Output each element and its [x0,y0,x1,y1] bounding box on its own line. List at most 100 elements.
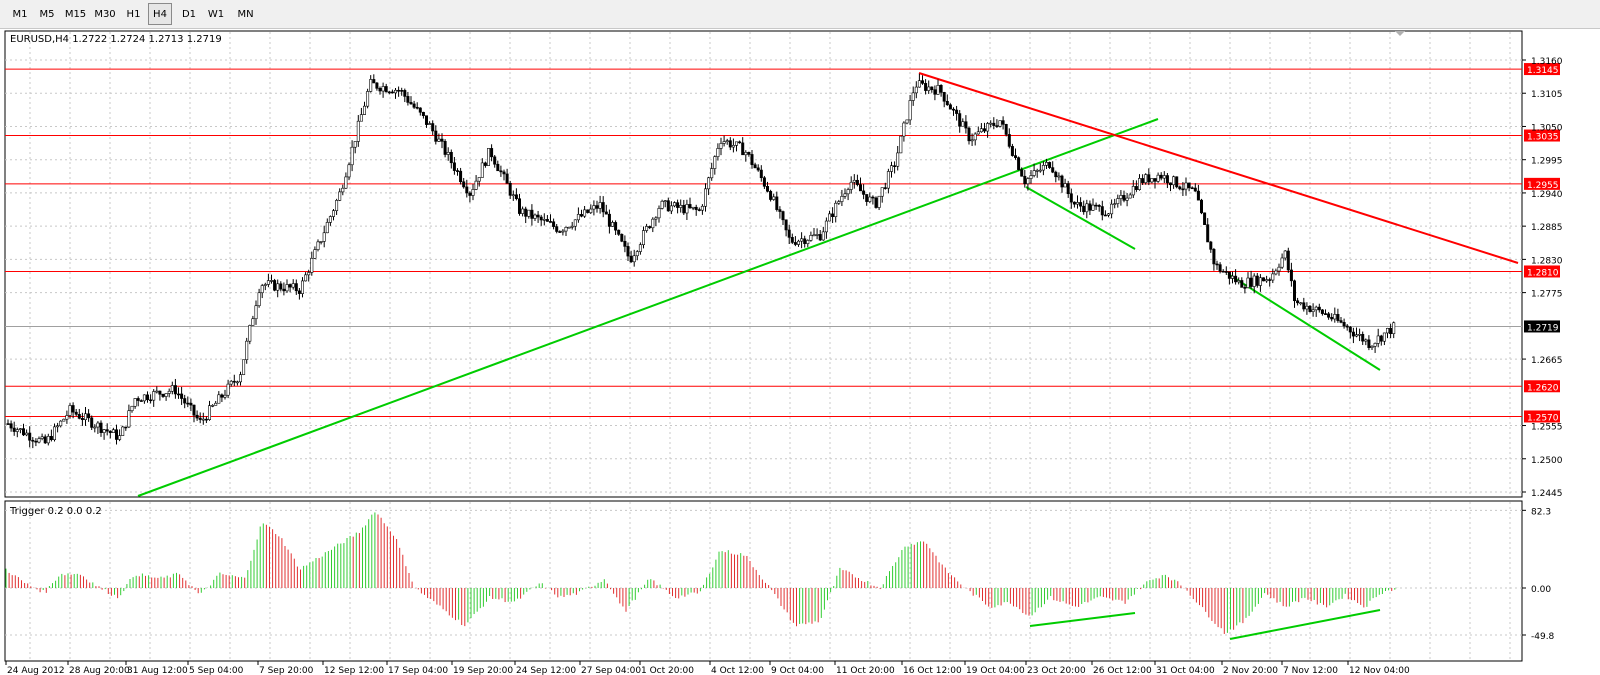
level-price-label: 1.2955 [1527,181,1559,191]
timeframe-button-m15[interactable]: M15 [64,9,87,20]
candle-body [1079,202,1083,207]
time-tick-label: 5 Sep 04:00 [189,666,244,675]
candle-body [542,219,546,221]
candle-body [1060,175,1064,188]
candle-body [90,417,94,428]
timeframe-button-mn[interactable]: MN [237,9,254,20]
candle-body [958,113,962,127]
candle-body [1091,204,1095,211]
candle-body [530,209,534,219]
candle-body [570,225,574,228]
candle-body [1348,326,1352,333]
horizontal-levels[interactable]: 1.3145 1.3035 1.2955 1.2810 1.2620 1.2570 1.27… [5,63,1560,423]
candle-body [1243,287,1247,289]
candle-body [1094,204,1098,207]
candle-body [849,181,853,190]
candle-body [927,86,931,91]
candle-body [1231,275,1235,279]
chart-canvas[interactable]: 1.3145 1.3035 1.2955 1.2810 1.2620 1.2570 1.27… [0,29,1600,675]
trend-line[interactable] [1025,186,1136,250]
candle-body [837,201,841,204]
candle-body [56,425,60,428]
level-price-label: 1.2570 [1527,413,1559,423]
candle-body [998,120,1002,127]
candle-body [818,234,822,241]
candle-body [155,390,159,393]
candle-body [322,232,326,242]
candle-body [533,214,537,219]
chart-window[interactable]: 1.3145 1.3035 1.2955 1.2810 1.2620 1.2570 1.27… [0,29,1600,675]
trend-line[interactable] [137,118,1159,497]
candle-body [431,123,435,132]
candle-body [18,428,22,430]
grid-lines [5,32,1522,660]
candle-body [685,204,689,214]
candle-body [1076,202,1080,205]
candle-body [951,108,955,111]
timeframe-button-m5[interactable]: M5 [39,9,55,20]
candle-body [1020,169,1024,177]
time-tick-label: 4 Oct 12:00 [711,666,764,675]
candle-body [614,222,618,231]
candle-body [415,106,419,109]
trend-line[interactable] [918,72,1519,264]
trend-lines[interactable] [137,72,1519,497]
candle-body [1361,333,1365,342]
candle-body [939,85,943,93]
candle-body [759,169,763,179]
candle-body [1262,277,1266,282]
candle-body [679,204,683,208]
candle-body [713,156,717,169]
candle-body [747,152,751,155]
candle-body [936,85,940,95]
level-price-badge [1524,380,1560,393]
candle-body [1190,187,1194,190]
price-tick-label: 1.2775 [1531,290,1563,300]
candle-body [1141,178,1145,183]
candle-body [239,374,243,383]
trend-line[interactable] [1227,273,1381,371]
candle-body [434,130,438,142]
candle-body [1138,178,1142,190]
candle-body [1333,314,1337,320]
candle-body [468,192,472,196]
chart-shift-marker-icon[interactable] [1395,31,1405,36]
candle-body [1271,273,1275,281]
candle-body [669,205,673,212]
candle-body [446,151,450,155]
candle-body [1389,328,1393,334]
candle-body [1327,313,1331,318]
time-tick-label: 1 Oct 20:00 [641,666,694,675]
candle-body [118,435,122,440]
indicator-trend-line[interactable] [1029,612,1136,627]
candle-body [511,194,515,197]
indicator-trend-line[interactable] [1229,609,1381,640]
candle-body [474,180,478,190]
timeframe-button-m1[interactable]: M1 [12,9,28,20]
level-price-badge [1524,63,1560,76]
candle-body [167,390,171,394]
candle-body [744,152,748,156]
timeframe-button-d1[interactable]: D1 [181,9,197,20]
candle-body [961,121,965,127]
candle-body [517,198,521,214]
candle-body [65,415,69,420]
indicator-trend-lines[interactable] [1029,609,1381,640]
timeframe-button-m30[interactable]: M30 [94,9,116,20]
candle-body [536,214,540,218]
candle-body [74,411,78,415]
candle-body [1373,343,1377,347]
candle-body [874,197,878,208]
candle-body [1265,279,1269,282]
candle-body [335,200,339,212]
candle-body [1097,205,1101,207]
timeframe-button-h4[interactable]: H4 [148,3,172,25]
timeframe-button-w1[interactable]: W1 [207,9,225,20]
candle-body [490,148,494,158]
candle-body [139,400,143,402]
candle-body [177,393,181,396]
candle-body [964,121,968,129]
candle-body [242,359,246,375]
timeframe-button-h1[interactable]: H1 [126,9,141,20]
candle-body [347,164,351,178]
